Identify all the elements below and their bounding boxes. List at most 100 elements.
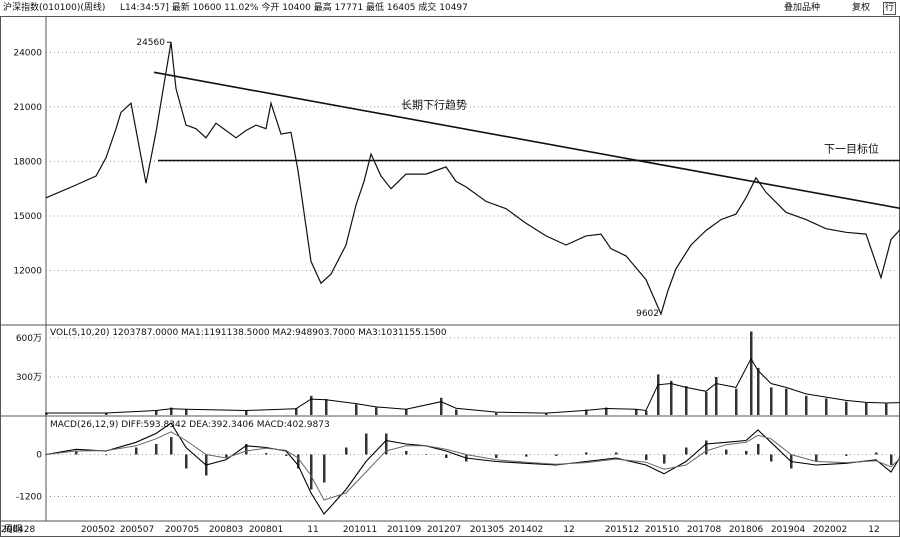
chart-header: 沪深指数(010100)(周线) L14:34:57] 最新 10600 11.… — [0, 0, 900, 17]
volume-bar — [295, 408, 298, 415]
volume-bar — [715, 377, 718, 415]
macd-histogram-bar — [323, 454, 326, 483]
macd-histogram-bar — [75, 451, 78, 455]
index-title: 沪深指数(010100)(周线) — [3, 3, 106, 13]
volume-bar — [805, 395, 808, 415]
volume-bar — [545, 413, 548, 415]
target-annotation: 下一目标位 — [824, 141, 879, 155]
macd-histogram-bar — [725, 449, 728, 455]
x-tick-label: 201708 — [687, 525, 722, 535]
macd-histogram-bar — [875, 452, 878, 455]
volume-bar — [355, 404, 358, 415]
volume-bar — [375, 407, 378, 415]
macd-histogram-bar — [495, 454, 498, 458]
x-tick-label: 200507 — [120, 525, 154, 535]
x-tick-label: 201512 — [605, 525, 639, 535]
restore-right-button[interactable]: 复权 — [852, 3, 871, 13]
x-tick-label: 201207 — [427, 525, 461, 535]
volume-bar — [495, 412, 498, 415]
volume-bar — [645, 410, 648, 415]
x-tick-label: 12 — [563, 525, 574, 535]
volume-bar — [585, 409, 588, 415]
chart-frame — [0, 16, 900, 537]
volume-tick-label: 300万 — [16, 373, 42, 383]
macd-histogram-bar — [845, 454, 848, 456]
macd-histogram-bar — [170, 437, 173, 455]
x-tick-label: 200803 — [209, 525, 243, 535]
panel-frames — [0, 16, 900, 537]
volume-bar — [170, 407, 173, 415]
volume-bar — [770, 387, 773, 415]
macd-histogram-bar — [645, 454, 648, 461]
volume-bar — [865, 403, 868, 415]
weekly-kline-chart: 12000 15000 18000 21000 24000 24560 9602 长期下行趋势… — [0, 16, 900, 537]
macd-histogram-bar — [425, 454, 428, 455]
price-tick-label: 18000 — [13, 157, 42, 167]
volume-bar — [670, 380, 673, 415]
volume-bar — [845, 401, 848, 415]
volume-bar — [105, 413, 108, 415]
macd-histogram-bar — [245, 444, 248, 455]
macd-histogram-bar — [890, 454, 893, 465]
volume-bar — [657, 374, 660, 415]
macd-histogram-bar — [815, 454, 818, 462]
price-tick-label: 24000 — [13, 48, 42, 58]
volume-legend: VOL(5,10,20) 1203787.0000 MA1:1191138.50… — [50, 328, 447, 338]
macd-histogram-bar — [405, 451, 408, 455]
volume-bar — [310, 395, 313, 415]
price-panel: 12000 15000 18000 21000 24000 24560 9602 长期下行趋势… — [13, 38, 900, 319]
long-term-downtrend-line — [153, 71, 900, 210]
macd-histogram-bar — [345, 447, 348, 455]
macd-histogram-bar — [265, 453, 268, 455]
price-tick-label: 21000 — [13, 103, 42, 113]
macd-histogram-bar — [310, 454, 313, 490]
downtrend-annotation: 长期下行趋势 — [401, 99, 467, 112]
x-tick-label: 12 — [868, 525, 879, 535]
volume-bar — [735, 388, 738, 415]
volume-bar — [757, 367, 760, 415]
macd-histogram-bar — [155, 444, 158, 455]
x-tick-label: 201305 — [470, 525, 504, 535]
volume-bar — [635, 409, 638, 415]
settings-box-button[interactable]: 行 — [883, 2, 897, 15]
volume-bar — [155, 410, 158, 415]
x-tick-label: 201806 — [729, 525, 764, 535]
x-tick-label: 200801 — [249, 525, 283, 535]
overlay-button[interactable]: 叠加品种 — [784, 3, 821, 13]
volume-bar — [440, 397, 443, 415]
macd-histogram-bar — [225, 454, 228, 458]
volume-bar — [455, 409, 458, 415]
macd-histogram-bar — [663, 454, 666, 464]
x-tick-label: 202002 — [813, 525, 847, 535]
macd-dea-line — [45, 431, 900, 501]
x-tick-label: 200705 — [165, 525, 199, 535]
volume-ma-line — [46, 357, 900, 414]
volume-bar — [705, 391, 708, 415]
macd-histogram-bar — [285, 454, 288, 456]
volume-bar — [685, 386, 688, 415]
macd-histogram-bar — [685, 447, 688, 455]
price-series-line — [45, 42, 900, 316]
macd-histogram-bar — [770, 454, 773, 462]
volume-bar — [750, 331, 753, 415]
macd-histogram-bar — [365, 433, 368, 455]
volume-panel: 300万 600万 VOL(5,10,20) 1203787.0000 MA1:11… — [16, 328, 900, 415]
x-tick-label: 201510 — [645, 525, 680, 535]
macd-histogram-bar — [585, 452, 588, 455]
macd-histogram-bar — [745, 451, 748, 455]
volume-bar — [325, 399, 328, 415]
volume-bar — [405, 409, 408, 415]
x-tick-label: 200502 — [81, 525, 115, 535]
macd-histogram-bar — [555, 454, 558, 456]
macd-panel: 0 -1200 MACD(26,12,9) DIFF:593.8342 DEA:39… — [16, 420, 900, 515]
quote-info: L14:34:57] 最新 10600 11.02% 今开 10400 最高 1… — [120, 3, 468, 13]
x-tick-label: 201904 — [771, 525, 806, 535]
peak-value-label: 24560 — [136, 38, 165, 48]
volume-bar — [885, 403, 888, 415]
x-tick-label: 201109 — [387, 525, 422, 535]
macd-tick-label: -1200 — [16, 493, 42, 503]
volume-bar — [785, 388, 788, 415]
volume-bar — [45, 412, 48, 415]
macd-histogram-bar — [385, 433, 388, 455]
